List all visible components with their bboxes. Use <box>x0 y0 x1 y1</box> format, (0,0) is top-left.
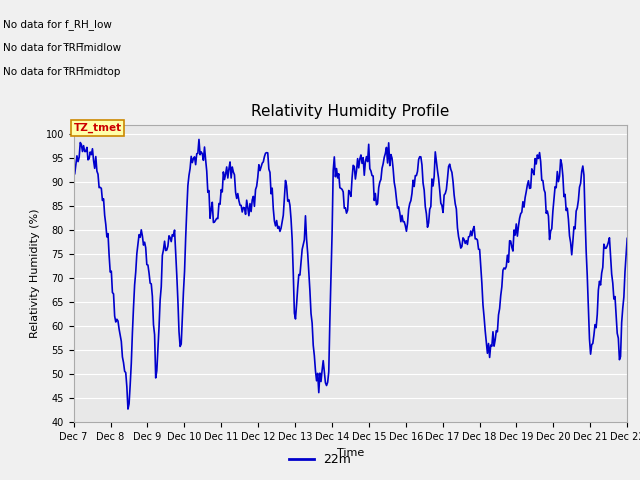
Y-axis label: Relativity Humidity (%): Relativity Humidity (%) <box>30 209 40 338</box>
Text: TZ_tmet: TZ_tmet <box>74 123 122 133</box>
Text: No data for f_RH_low: No data for f_RH_low <box>3 19 112 30</box>
X-axis label: Time: Time <box>337 448 364 457</box>
Text: No data for f̅RH̅midlow: No data for f̅RH̅midlow <box>3 43 122 53</box>
Text: No data for f̅RH̅midtop: No data for f̅RH̅midtop <box>3 67 120 77</box>
Legend: 22m: 22m <box>284 448 356 471</box>
Title: Relativity Humidity Profile: Relativity Humidity Profile <box>252 105 449 120</box>
